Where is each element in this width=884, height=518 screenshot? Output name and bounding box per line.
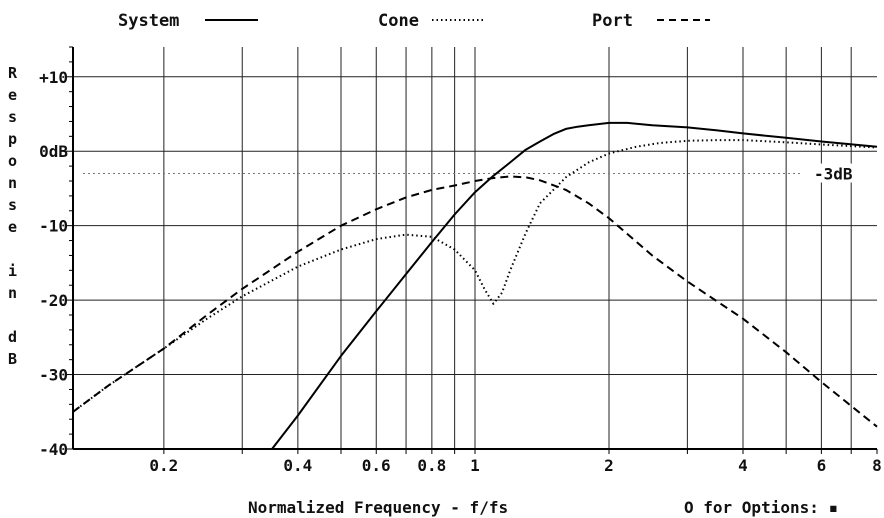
series-line-system [271,121,878,450]
x-tick-label: 8 [872,456,882,475]
x-tick-label: 6 [817,456,827,475]
series-line-port [72,175,878,428]
x-tick-label: 0.6 [362,456,391,475]
minus-3db-label: -3dB [814,165,853,184]
y-axis-label-char: e [8,218,17,236]
y-axis-label-char: i [8,262,17,280]
legend-label-cone: Cone [378,11,419,31]
series-line-cone [72,139,878,413]
x-tick-label: 0.2 [149,456,178,475]
x-axis-label: Normalized Frequency - f/fs [248,498,508,517]
y-tick-label: -20 [39,291,68,310]
y-axis-label-char: n [8,174,17,192]
x-tick-label: 2 [604,456,614,475]
y-axis-label-char: d [8,328,17,346]
legend-label-port: Port [592,11,633,31]
y-axis-label-char: B [8,350,17,368]
options-prompt[interactable]: O for Options: ▪ [684,498,838,517]
y-axis-label-char: e [8,86,17,104]
y-tick-label: -30 [39,366,68,385]
x-axis-ticks: 0.2 0.4 0.6 0.8 1 2 4 6 8 [149,456,881,475]
chart-grid [73,47,877,449]
minus-3db-label-bg [810,163,864,183]
x-tick-label: 0.8 [417,456,446,475]
x-tick-label: 0.4 [283,456,312,475]
x-tick-label: 1 [470,456,480,475]
y-axis-label-char: p [8,130,17,148]
legend-label-system: System [118,11,179,31]
y-tick-label: 0dB [39,142,68,161]
y-axis-label-char: o [8,152,17,170]
y-tick-label: -10 [39,217,68,236]
y-axis-label-char: s [8,108,17,126]
legend: System Cone Port [118,11,710,31]
y-axis-label-char: R [8,64,18,82]
plot-frame [65,46,878,454]
x-tick-label: 4 [738,456,748,475]
y-axis-label-char: s [8,196,17,214]
minus-3db-reference: -3dB [83,163,864,184]
series-layer [72,121,878,450]
y-tick-label: -40 [39,440,68,459]
y-axis-ticks: +10 0dB -10 -20 -30 -40 [39,68,68,459]
y-tick-label: +10 [39,68,68,87]
y-axis-label-char: n [8,284,17,302]
